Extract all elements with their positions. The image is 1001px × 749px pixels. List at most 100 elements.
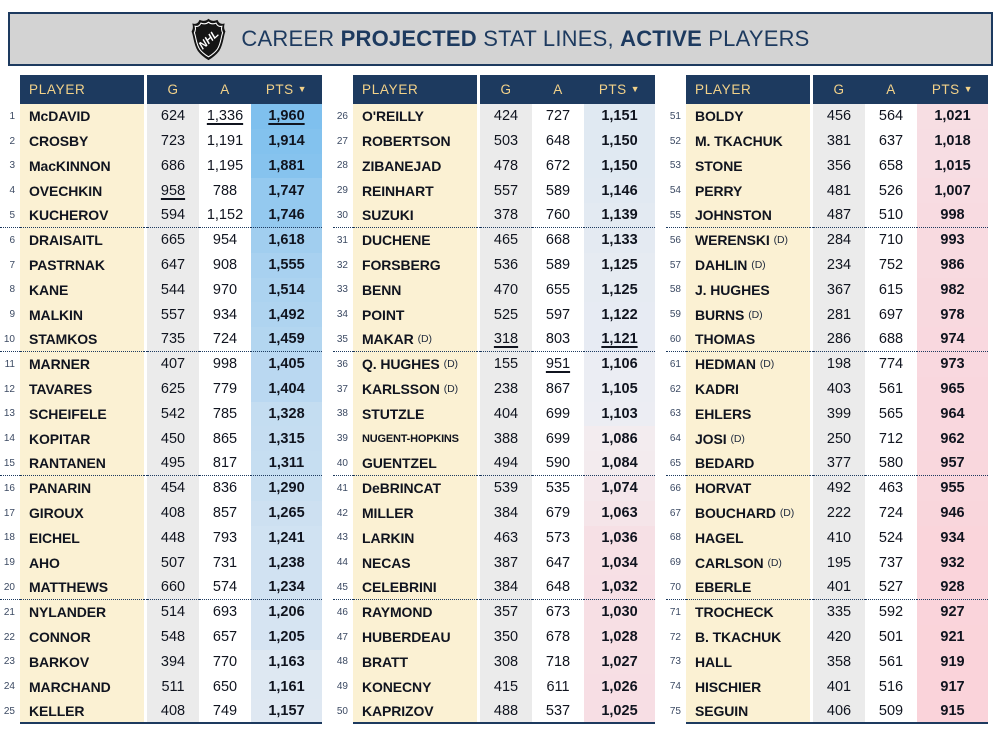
rank-cell: 51	[669, 110, 681, 122]
column-header-points[interactable]: PTS ▼	[598, 82, 641, 97]
assists-value: 655	[532, 277, 584, 303]
points-value: 915	[917, 699, 988, 724]
player-name: STUTZLE	[353, 401, 477, 427]
points-value: 927	[917, 599, 988, 625]
table-row: 39 NUGENT-HOPKINS 388 699 1,086	[333, 426, 666, 452]
column-gap	[144, 327, 147, 352]
column-header-points[interactable]: PTS ▼	[931, 82, 974, 97]
column-gap	[810, 451, 813, 476]
rank-cell: 34	[336, 309, 348, 321]
column-gap	[810, 599, 813, 625]
table-row: 52 M. TKACHUK 381 637 1,018	[666, 128, 999, 154]
table-row: 10 STAMKOS 735 724 1,459	[0, 327, 333, 352]
table-row: 35 MAKAR (D) 318 803 1,121	[333, 327, 666, 352]
rank-cell: 41	[336, 482, 348, 494]
player-name: BRATT	[353, 649, 477, 675]
goals-value: 463	[480, 525, 532, 551]
rank-cell: 9	[9, 309, 15, 321]
assists-value: 793	[199, 525, 251, 551]
player-name: KARLSSON (D)	[353, 376, 477, 402]
goals-value: 384	[480, 500, 532, 526]
rank-cell: 19	[3, 557, 15, 569]
player-name: KELLER	[20, 699, 144, 724]
table-row: 25 KELLER 408 749 1,157	[0, 699, 333, 724]
rank-cell: 26	[336, 110, 348, 122]
assists-value: 1,191	[199, 128, 251, 154]
points-value: 1,914	[251, 128, 322, 154]
column-header-goals[interactable]: G	[833, 82, 845, 97]
goals-value: 286	[813, 327, 865, 352]
goals-value: 503	[480, 128, 532, 154]
assists-value: 668	[532, 227, 584, 253]
rank-cell: 40	[333, 451, 353, 476]
column-gap	[477, 376, 480, 402]
assists-value: 699	[532, 426, 584, 452]
assists-value: 589	[532, 178, 584, 204]
table-row: 31 DUCHENE 465 668 1,133	[333, 227, 666, 253]
assists-value: 524	[865, 525, 917, 551]
rank-cell: 74	[669, 681, 681, 693]
column-gap	[477, 550, 480, 576]
goals-value: 686	[147, 153, 199, 179]
column-header-player[interactable]: PLAYER	[686, 75, 810, 104]
player-name: BEDARD	[686, 451, 810, 476]
column-header-row: PLAYER G A PTS ▼	[666, 75, 999, 104]
column-gap	[477, 277, 480, 303]
goals-value: 408	[147, 699, 199, 724]
column-gap	[477, 624, 480, 650]
goals-value: 548	[147, 624, 199, 650]
goals-value: 557	[147, 302, 199, 328]
assists-value: 752	[865, 252, 917, 278]
rank-cell: 14	[3, 433, 15, 445]
rank-cell: 1	[9, 110, 15, 122]
player-name: RANTANEN	[20, 451, 144, 476]
column-gap	[144, 227, 147, 253]
assists-value: 658	[865, 153, 917, 179]
rank-cell: 66	[669, 482, 681, 494]
column-gap	[477, 227, 480, 253]
points-value: 934	[917, 525, 988, 551]
table-row: 57 DAHLIN (D) 234 752 986	[666, 252, 999, 278]
table-row: 1 McDAVID 624 1,336 1,960	[0, 104, 333, 129]
table-row: 40 GUENTZEL 494 590 1,084	[333, 451, 666, 476]
assists-value: 867	[532, 376, 584, 402]
rank-cell: 5	[0, 203, 20, 228]
column-header-assists[interactable]: A	[220, 82, 230, 97]
goals-value: 450	[147, 426, 199, 452]
table-row: 28 ZIBANEJAD 478 672 1,150	[333, 153, 666, 179]
goals-value: 358	[813, 649, 865, 675]
player-name: J. HUGHES	[686, 277, 810, 303]
player-name: ROBERTSON	[353, 128, 477, 154]
assists-value: 537	[532, 699, 584, 724]
points-value: 1,030	[584, 599, 655, 625]
column-header-assists[interactable]: A	[886, 82, 896, 97]
player-name: CARLSON (D)	[686, 550, 810, 576]
column-gap	[810, 550, 813, 576]
goals-value: 536	[480, 252, 532, 278]
column-header-points[interactable]: PTS ▼	[265, 82, 308, 97]
column-header-assists[interactable]: A	[553, 82, 563, 97]
rank-cell: 23	[3, 656, 15, 668]
column-header-goals[interactable]: G	[500, 82, 512, 97]
points-value: 1,125	[584, 252, 655, 278]
assists-value: 574	[199, 575, 251, 600]
points-value: 973	[917, 351, 988, 377]
goals-value: 378	[480, 203, 532, 228]
column-header-player[interactable]: PLAYER	[20, 75, 144, 104]
column-header-player[interactable]: PLAYER	[353, 75, 477, 104]
rank-cell: 30	[333, 203, 353, 228]
points-value: 1,206	[251, 599, 322, 625]
table-row: 21 NYLANDER 514 693 1,206	[0, 599, 333, 625]
player-name: KONECNY	[353, 674, 477, 700]
goals-value: 625	[147, 376, 199, 402]
player-name: NUGENT-HOPKINS	[353, 426, 477, 452]
column-gap	[144, 426, 147, 452]
rank-cell: 20	[0, 575, 20, 600]
column-header-goals[interactable]: G	[167, 82, 179, 97]
column-header-stats: G A PTS ▼	[480, 75, 655, 104]
rank-cell: 18	[3, 532, 15, 544]
goals-value: 542	[147, 401, 199, 427]
points-value: 946	[917, 500, 988, 526]
table-row: 29 REINHART 557 589 1,146	[333, 178, 666, 204]
